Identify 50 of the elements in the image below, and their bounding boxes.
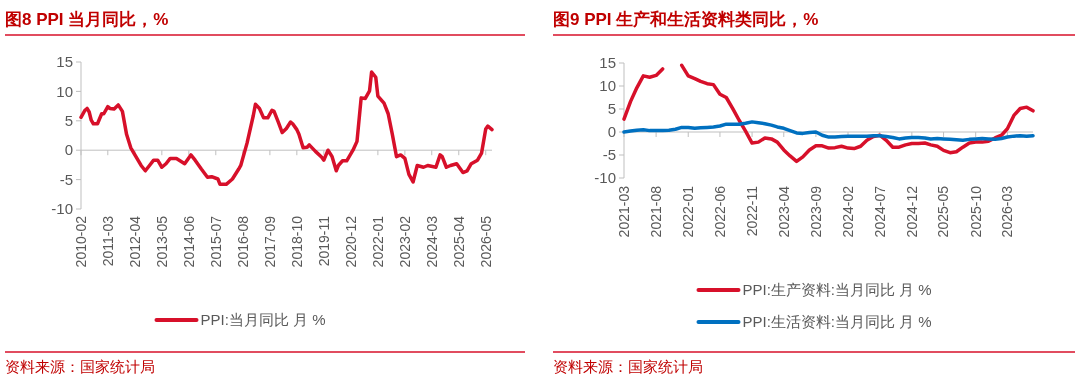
x-tick-label: 2020-12 xyxy=(342,215,359,268)
x-tick-label: 2021-03 xyxy=(615,185,632,238)
x-tick-label: 2023-02 xyxy=(396,215,413,268)
y-tick-label: -10 xyxy=(51,200,73,218)
y-tick-label: 10 xyxy=(56,82,73,100)
x-tick-label: 2015-07 xyxy=(207,215,224,268)
legend-label: PPI:生活资料:当月同比 月 % xyxy=(742,313,932,331)
x-tick-label: 2023-09 xyxy=(807,185,824,238)
legend-label: PPI:生产资料:当月同比 月 % xyxy=(742,281,932,299)
legend-label: PPI:当月同比 月 % xyxy=(200,311,326,329)
y-tick-label: 5 xyxy=(64,112,73,130)
x-tick-label: 2022-11 xyxy=(743,185,760,237)
text: 资料来源：国家统计局 xyxy=(5,358,155,375)
text: 资料来源：国家统计局 xyxy=(553,358,703,375)
x-tick-label: 2016-08 xyxy=(234,215,251,268)
x-tick-label: 2022-01 xyxy=(680,185,697,238)
x-tick-label: 2010-02 xyxy=(72,215,89,268)
x-tick-label: 2025-10 xyxy=(967,185,984,238)
x-tick-label: 2024-03 xyxy=(423,215,440,268)
y-tick-label: -10 xyxy=(594,169,616,187)
x-tick-label: 2019-11 xyxy=(315,215,332,267)
x-tick-label: 2012-04 xyxy=(126,215,143,268)
x-tick-label: 2026-05 xyxy=(477,215,494,268)
x-tick-label: 2013-05 xyxy=(153,215,170,268)
x-tick-label: 2017-09 xyxy=(261,215,278,268)
y-tick-label: 15 xyxy=(599,54,616,72)
x-tick-label: 2025-04 xyxy=(450,215,467,268)
x-tick-label: 2024-07 xyxy=(871,185,888,238)
y-tick-label: -5 xyxy=(602,146,616,164)
x-tick-label: 2014-06 xyxy=(180,215,197,268)
x-tick-label: 2024-02 xyxy=(839,185,856,238)
chart-title: 图9 PPI 生产和生活资料类同比，% xyxy=(553,10,819,29)
y-tick-label: 0 xyxy=(607,123,616,141)
x-tick-label: 2022-01 xyxy=(369,215,386,268)
x-tick-label: 2025-05 xyxy=(935,185,952,238)
x-tick-label: 2024-12 xyxy=(903,185,920,238)
y-tick-label: -5 xyxy=(59,170,73,188)
x-tick-label: 2018-10 xyxy=(288,215,305,268)
x-tick-label: 2026-03 xyxy=(999,185,1016,238)
y-tick-label: 5 xyxy=(607,100,616,118)
y-tick-label: 0 xyxy=(64,141,73,159)
y-tick-label: 15 xyxy=(56,53,73,71)
line-series xyxy=(622,120,1035,143)
x-tick-label: 2011-03 xyxy=(99,215,116,267)
x-tick-label: 2022-06 xyxy=(711,185,728,238)
x-tick-label: 2023-04 xyxy=(775,185,792,238)
x-tick-label: 2021-08 xyxy=(648,185,665,238)
y-tick-label: 10 xyxy=(599,77,616,95)
chart-title: 图8 PPI 当月同比，% xyxy=(5,10,169,29)
line-series xyxy=(79,70,494,187)
